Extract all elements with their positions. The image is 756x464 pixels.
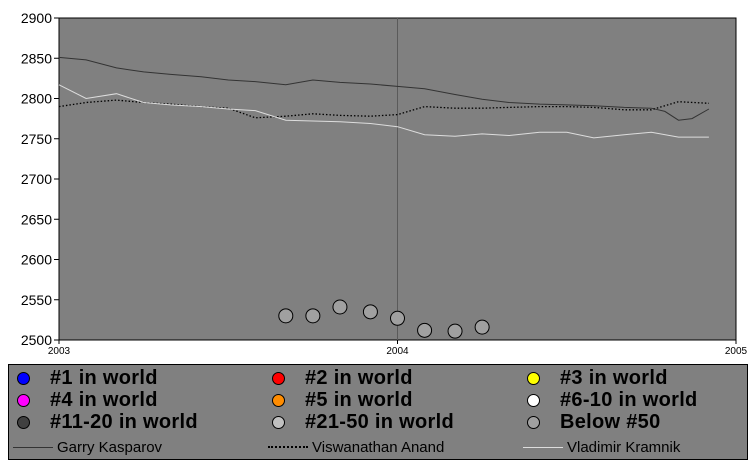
legend-item: #5 in world xyxy=(272,389,413,411)
series-line-vladimir-kramnik xyxy=(58,84,709,139)
x-tick-label: 2004 xyxy=(386,346,409,357)
rank-marker xyxy=(332,299,348,315)
y-tick-label: 2800 xyxy=(21,91,52,107)
legend-label: #1 in world xyxy=(50,366,158,389)
rank-marker xyxy=(474,319,490,335)
rank-marker xyxy=(447,323,463,339)
legend-label: #11-20 in world xyxy=(50,410,198,433)
rank-markers xyxy=(278,299,490,339)
legend-item: #2 in world xyxy=(272,367,413,389)
x-tick-label: 2005 xyxy=(725,346,748,357)
legend-swatch xyxy=(17,415,30,429)
rank-marker xyxy=(417,322,433,338)
legend-item: #21-50 in world xyxy=(272,411,454,433)
legend-line-item: Viswanathan Anand xyxy=(268,437,444,457)
y-tick-label: 2600 xyxy=(21,252,52,268)
rank-marker xyxy=(390,310,405,326)
legend-line-item: Vladimir Kramnik xyxy=(523,437,680,457)
legend-line-swatch xyxy=(268,446,308,448)
legend-label: #4 in world xyxy=(50,388,158,411)
legend-label: Below #50 xyxy=(560,410,661,433)
legend-line-label: Garry Kasparov xyxy=(57,438,163,456)
legend-line-swatch xyxy=(523,446,563,448)
legend-swatch xyxy=(272,393,285,407)
y-tick-label: 2900 xyxy=(21,10,52,26)
legend-item: #1 in world xyxy=(17,367,158,389)
x-tick-label: 2003 xyxy=(48,346,71,357)
legend-line-swatch xyxy=(13,446,53,448)
rank-marker xyxy=(362,304,378,320)
legend-swatch xyxy=(17,393,30,407)
legend-swatch xyxy=(527,393,540,407)
x-axis: 2003 2004 2005 xyxy=(48,340,748,357)
series-lines xyxy=(58,56,710,139)
rating-chart: 2900 2850 2800 2750 2700 2650 2600 2550 2500 200… xyxy=(21,10,748,357)
y-tick-label: 2500 xyxy=(21,332,52,348)
legend-label: #2 in world xyxy=(305,366,413,389)
legend-item: #4 in world xyxy=(17,389,158,411)
y-tick-label: 2850 xyxy=(21,50,52,66)
series-line-viswanathan-anand xyxy=(58,99,709,119)
y-tick-label: 2750 xyxy=(21,131,52,147)
legend-item: Below #50 xyxy=(527,411,661,433)
legend-line-label: Vladimir Kramnik xyxy=(567,438,681,456)
series-line-garry-kasparov xyxy=(58,56,710,121)
y-tick-label: 2550 xyxy=(21,292,52,308)
legend-swatch xyxy=(272,415,285,429)
legend-item: #11-20 in world xyxy=(17,411,198,433)
y-tick-label: 2650 xyxy=(21,211,52,227)
legend-item: #3 in world xyxy=(527,367,668,389)
legend-label: #6-10 in world xyxy=(560,388,698,411)
rank-marker xyxy=(278,308,294,324)
legend-swatch xyxy=(527,415,540,429)
y-axis: 2900 2850 2800 2750 2700 2650 2600 2550 2500 xyxy=(21,10,59,348)
rank-marker xyxy=(305,308,321,324)
legend-item: #6-10 in world xyxy=(527,389,698,411)
legend-label: #3 in world xyxy=(560,366,668,389)
legend-swatch xyxy=(272,371,285,385)
legend-line-item: Garry Kasparov xyxy=(13,437,162,457)
y-tick-label: 2700 xyxy=(21,171,52,187)
legend: #1 in world #2 in world #3 in world #4 in w… xyxy=(8,364,748,460)
legend-line-label: Viswanathan Anand xyxy=(312,438,445,456)
legend-swatch xyxy=(17,371,30,385)
legend-label: #21-50 in world xyxy=(305,410,454,433)
legend-swatch xyxy=(527,371,540,385)
legend-label: #5 in world xyxy=(305,388,413,411)
